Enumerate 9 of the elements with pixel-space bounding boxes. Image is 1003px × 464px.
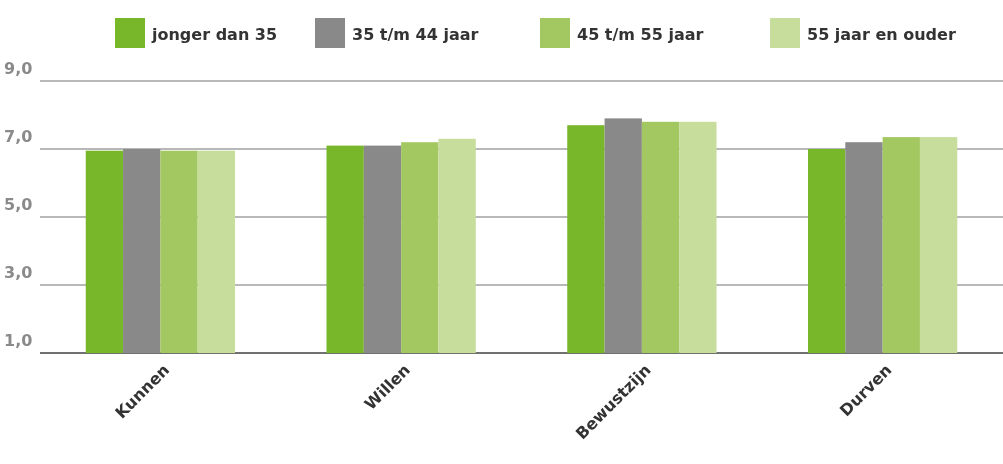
- y-tick-label: 1,0: [4, 330, 33, 350]
- legend-label: 55 jaar en ouder: [807, 25, 956, 44]
- y-tick-label: 7,0: [4, 126, 33, 146]
- y-tick-label: 3,0: [4, 262, 33, 282]
- y-tick-label: 5,0: [4, 194, 33, 214]
- y-tick-label: 9,0: [4, 58, 33, 78]
- legend-label: 35 t/m 44 jaar: [352, 25, 479, 44]
- legend-label: 45 t/m 55 jaar: [577, 25, 704, 44]
- legend-label: jonger dan 35: [151, 25, 278, 44]
